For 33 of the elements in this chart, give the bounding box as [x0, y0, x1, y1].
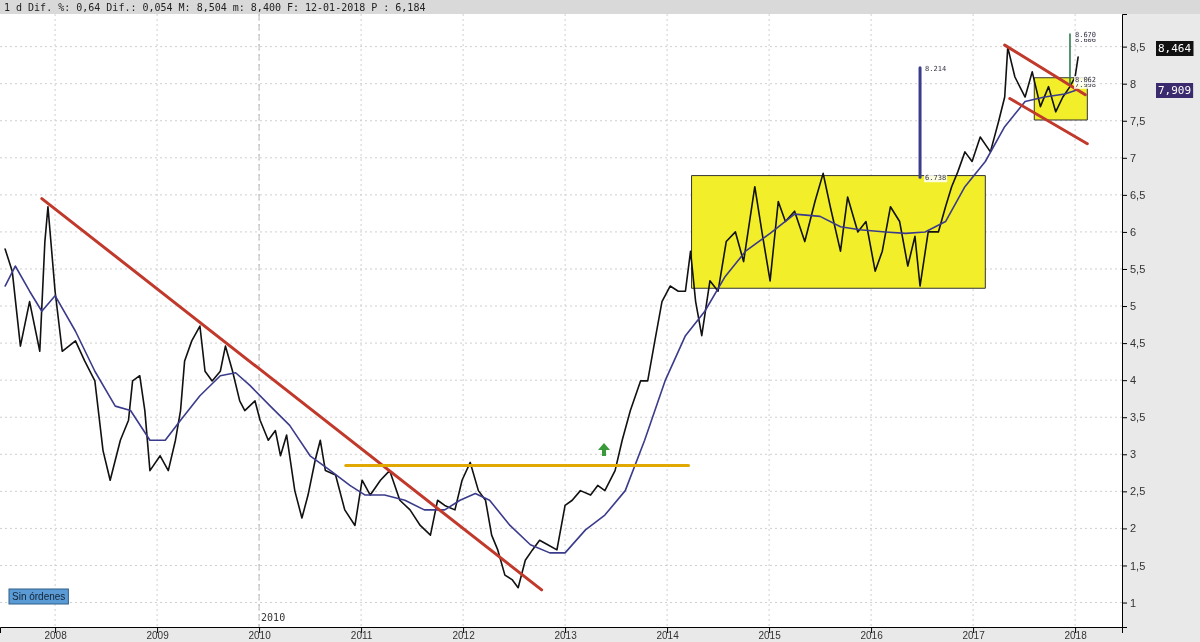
x-tick-label: 2015 — [758, 630, 782, 641]
y-tick-label: 5 — [1130, 300, 1137, 313]
text: 1 d Dif. %: 0,64 Dif.: 0,054 M: 8,504 m: 8,400 F: 12-01-2018 P : 6,184 — [4, 2, 426, 13]
line-series — [1069, 33, 1071, 85]
y-tick-label: 6,5 — [1130, 188, 1146, 201]
annotation: Sin órdenes — [12, 591, 66, 602]
y-tick-label: 1 — [1130, 596, 1137, 609]
y-tick-label: 6 — [1130, 225, 1137, 238]
y-tick-label: 3 — [1130, 448, 1137, 461]
ref-line-label: 2010 — [261, 612, 286, 623]
y-tick-label: 7 — [1130, 151, 1137, 164]
x-tick-label: 2017 — [962, 630, 986, 641]
text: 8,464 — [1158, 42, 1192, 55]
x-tick-label: 2013 — [554, 630, 578, 641]
x-tick-label: 2008 — [44, 630, 68, 641]
y-tick-label: 2 — [1130, 522, 1137, 535]
x-tick-label: 2014 — [656, 630, 680, 641]
x-tick-label: 2012 — [452, 630, 476, 641]
y-tick-label: 4 — [1130, 374, 1137, 387]
y-tick-label: 2,5 — [1130, 485, 1146, 498]
y-tick-label: 5,5 — [1130, 263, 1146, 275]
y-tick-label: 8,5 — [1130, 40, 1146, 53]
x-tick-label: 2010 — [248, 630, 272, 641]
y-tick-label: 3,5 — [1130, 411, 1146, 424]
y-tick-label: 7,5 — [1130, 114, 1146, 127]
y-tick-label: 4,5 — [1130, 337, 1146, 350]
y-tick-label: 1,5 — [1130, 559, 1146, 572]
y-tick-label: 8 — [1130, 77, 1137, 90]
x-tick-label: 2011 — [350, 630, 373, 641]
x-tick-label: 2018 — [1064, 630, 1088, 641]
x-tick-label: 2009 — [146, 630, 170, 641]
x-tick-label: 2016 — [860, 630, 884, 641]
text: 7,909 — [1158, 84, 1192, 97]
